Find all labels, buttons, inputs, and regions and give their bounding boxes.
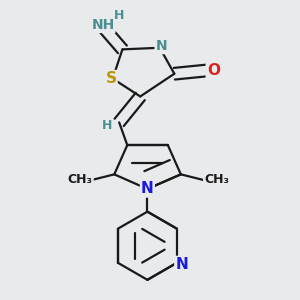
Text: CH₃: CH₃ (204, 173, 229, 186)
Text: O: O (207, 63, 220, 78)
Text: H: H (114, 9, 124, 22)
Text: H: H (102, 119, 112, 132)
Text: N: N (155, 39, 167, 53)
Text: N: N (176, 257, 188, 272)
Text: N: N (141, 182, 154, 196)
Text: NH: NH (91, 18, 115, 32)
Text: CH₃: CH₃ (68, 173, 93, 186)
Text: S: S (106, 71, 117, 86)
